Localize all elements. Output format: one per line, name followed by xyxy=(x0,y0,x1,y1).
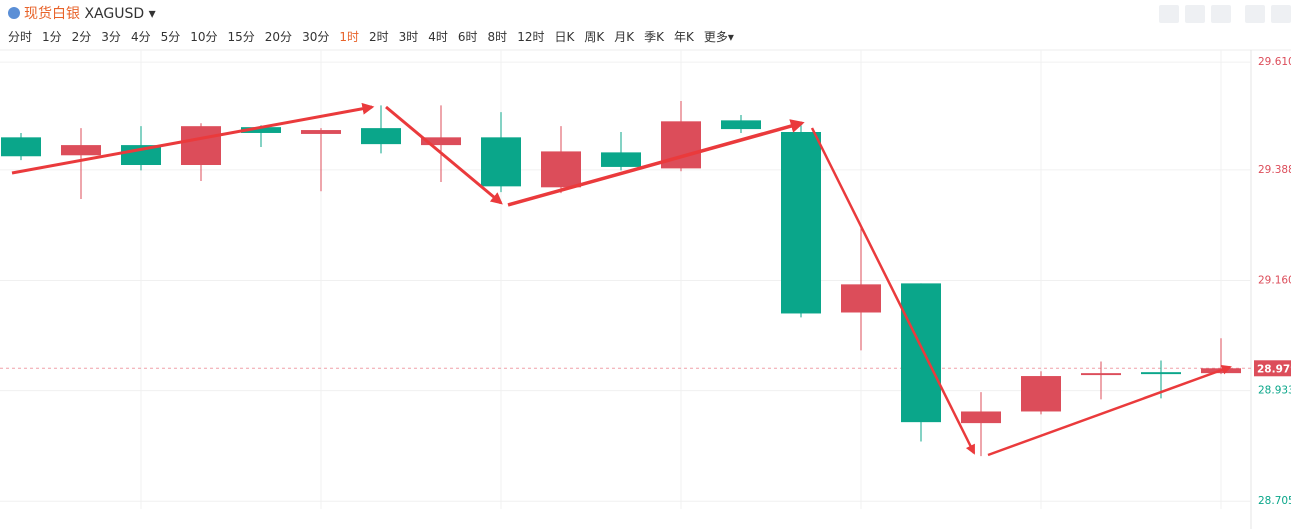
interval-button[interactable]: 季K xyxy=(644,30,664,44)
interval-button[interactable]: 2时 xyxy=(368,30,389,44)
interval-button[interactable]: 6时 xyxy=(457,30,478,44)
interval-button[interactable]: 周K xyxy=(584,30,605,44)
interval-button[interactable]: 更多▾ xyxy=(703,30,734,44)
tool-icons xyxy=(1153,5,1291,27)
candle-body xyxy=(301,130,341,134)
interval-button[interactable]: 15分 xyxy=(227,30,255,44)
candle-body xyxy=(421,137,461,146)
symbol-code: XAGUSD xyxy=(84,6,145,22)
symbol-name: 现货白银 xyxy=(24,6,80,22)
icon[interactable] xyxy=(1211,5,1231,23)
arrow xyxy=(810,127,976,455)
interval-button[interactable]: 年K xyxy=(673,30,694,44)
interval-button[interactable]: 1分 xyxy=(42,30,62,44)
candle-body xyxy=(481,137,521,187)
candle-body xyxy=(961,411,1001,424)
interval-button[interactable]: 2分 xyxy=(71,30,92,44)
y-tick-label: 28.933 xyxy=(1258,385,1291,397)
interval-button[interactable]: 日K xyxy=(554,30,575,44)
candle-body xyxy=(1141,372,1181,375)
interval-button[interactable]: 12时 xyxy=(517,30,545,44)
symbol-title[interactable]: 现货白银 XAGUSD ▾ xyxy=(8,3,156,23)
interval-button[interactable]: 分时 xyxy=(8,30,33,44)
candle-body xyxy=(241,127,281,133)
interval-button[interactable]: 10分 xyxy=(190,30,218,44)
interval-button[interactable]: 1时 xyxy=(339,30,359,44)
icon[interactable] xyxy=(1159,5,1179,23)
price-tag xyxy=(1254,360,1291,377)
y-tick-label: 28.705 xyxy=(1258,495,1291,507)
arrow xyxy=(11,102,375,175)
candle-body xyxy=(841,284,881,313)
annotations xyxy=(11,102,1232,457)
candle-body xyxy=(781,131,821,314)
interval-button[interactable]: 5分 xyxy=(160,30,181,44)
interval-button[interactable]: 3分 xyxy=(101,30,121,44)
y-tick-label: 29.160 xyxy=(1258,274,1291,286)
candle-body xyxy=(541,151,581,188)
icon[interactable] xyxy=(1245,5,1265,23)
interval-button[interactable]: 20分 xyxy=(264,30,293,44)
icon[interactable] xyxy=(1185,5,1205,23)
arrow xyxy=(987,365,1232,457)
icon[interactable] xyxy=(1271,5,1291,23)
interval-bar: 分时 1分 2分 3分 4分 5分 10分 15分 20分 30分 1时 2时 3时 4时 6时 8时 12时日… xyxy=(8,28,744,45)
candle-body xyxy=(1,137,41,157)
toolbar: 现货白银 XAGUSD ▾ 分时 1分 2分 3分 4分 5分 10分 15分 20分 30分 1时… xyxy=(0,0,1291,50)
candle-body xyxy=(721,120,761,130)
candle-body xyxy=(601,152,641,167)
arrow xyxy=(507,119,805,207)
candle-body xyxy=(181,126,221,165)
arrow xyxy=(385,105,503,205)
interval-button[interactable]: 4时 xyxy=(428,30,448,44)
interval-button[interactable]: 3时 xyxy=(398,30,419,44)
interval-button[interactable]: 30分 xyxy=(302,30,330,44)
y-tick-label: 29.610 xyxy=(1258,56,1291,68)
candle-body xyxy=(1021,376,1061,412)
candle-body xyxy=(361,128,401,145)
interval-button[interactable]: 月K xyxy=(614,30,635,44)
interval-button[interactable]: 4分 xyxy=(130,30,151,44)
candle-body xyxy=(901,283,941,423)
price-label: 28.979 xyxy=(1257,363,1291,375)
candle-body xyxy=(61,145,101,156)
candle-body xyxy=(1081,373,1121,376)
y-tick-label: 29.388 xyxy=(1258,164,1291,176)
interval-button[interactable]: 8时 xyxy=(487,30,508,44)
